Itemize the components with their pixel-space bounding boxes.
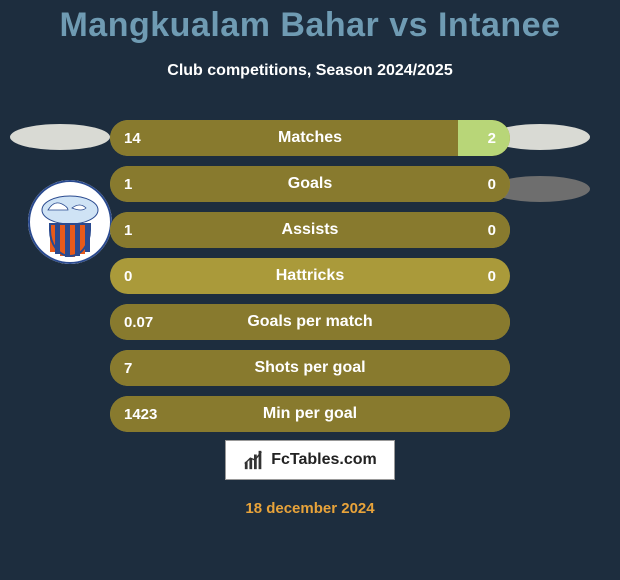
stat-label: Assists <box>110 221 510 239</box>
stat-row: 7Shots per goal <box>110 350 510 386</box>
stat-label: Goals <box>110 175 510 193</box>
chart-icon <box>243 449 265 471</box>
footer-date: 18 december 2024 <box>0 500 620 517</box>
stat-row: 10Goals <box>110 166 510 202</box>
page-title: Mangkualam Bahar vs Intanee <box>0 6 620 45</box>
player-left-placeholder <box>10 124 110 150</box>
stats-panel: 142Matches 10Goals 10Assists 00Hattricks 0.0… <box>110 120 510 442</box>
stat-row: 1423Min per goal <box>110 396 510 432</box>
stat-row: 142Matches <box>110 120 510 156</box>
stat-label: Shots per goal <box>110 359 510 377</box>
team-badge-left <box>28 180 112 264</box>
stat-row: 00Hattricks <box>110 258 510 294</box>
page-subtitle: Club competitions, Season 2024/2025 <box>0 62 620 80</box>
comparison-infographic: Mangkualam Bahar vs Intanee Club competi… <box>0 0 620 580</box>
stat-label: Goals per match <box>110 313 510 331</box>
club-crest-icon <box>28 180 112 264</box>
stat-label: Hattricks <box>110 267 510 285</box>
stat-row: 10Assists <box>110 212 510 248</box>
stat-label: Min per goal <box>110 405 510 423</box>
brand-logo: FcTables.com <box>225 440 395 480</box>
stat-label: Matches <box>110 129 510 147</box>
brand-text: FcTables.com <box>271 451 377 469</box>
stat-row: 0.07Goals per match <box>110 304 510 340</box>
